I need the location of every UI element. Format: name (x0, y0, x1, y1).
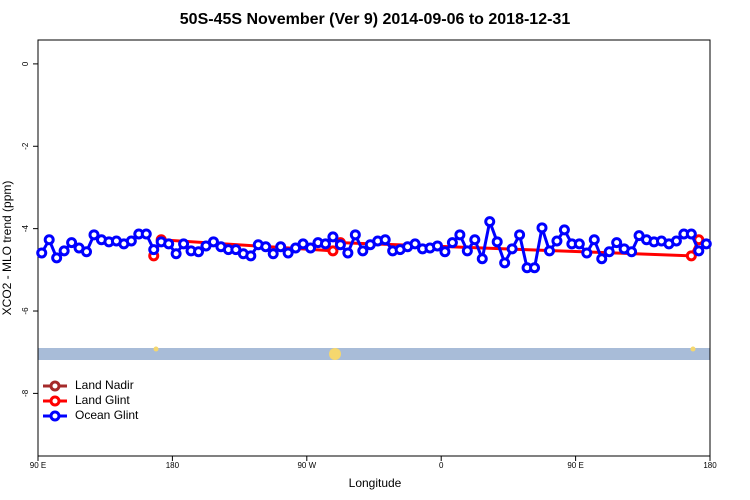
data-point (170, 248, 182, 260)
data-point (536, 222, 548, 234)
data-point (506, 243, 518, 255)
data-point (670, 235, 682, 247)
data-point (685, 250, 697, 262)
x-tick-label: 180 (703, 461, 717, 470)
data-point (349, 229, 361, 241)
data-point (596, 253, 608, 265)
data-point (125, 235, 137, 247)
legend-label: Ocean Glint (75, 408, 139, 422)
data-point (529, 262, 541, 274)
y-tick-label: 0 (21, 61, 30, 66)
data-point (409, 238, 421, 250)
data-point (260, 241, 272, 253)
x-tick-label: 0 (439, 461, 444, 470)
plot-frame (37, 39, 711, 457)
surface-spot (153, 346, 159, 352)
y-tick-label: -4 (21, 225, 30, 233)
data-point (379, 234, 391, 246)
y-tick-label: -8 (21, 389, 30, 397)
y-tick-label: -6 (21, 307, 30, 315)
data-point (469, 234, 481, 246)
data-point (514, 229, 526, 241)
data-point (439, 246, 451, 258)
data-point (491, 236, 503, 248)
data-point (58, 245, 70, 257)
data-point (140, 228, 152, 240)
data-point (327, 245, 339, 257)
data-point (88, 229, 100, 241)
data-point (36, 247, 48, 259)
data-point (446, 237, 458, 249)
data-point (611, 237, 623, 249)
data-point (581, 247, 593, 259)
data-point (551, 235, 563, 247)
data-point (148, 244, 160, 256)
data-point (342, 247, 354, 259)
data-point (319, 238, 331, 250)
data-point (51, 252, 63, 264)
data-point (476, 253, 488, 265)
data-point (543, 245, 555, 257)
data-point (499, 257, 511, 269)
data-point (558, 224, 570, 236)
data-point (305, 242, 317, 254)
x-axis-label: Longitude (349, 476, 402, 490)
data-point (685, 228, 697, 240)
surface-spot (329, 348, 341, 360)
data-point (461, 245, 473, 257)
data-point (282, 247, 294, 259)
data-point (43, 234, 55, 246)
data-point (207, 236, 219, 248)
data-point (573, 238, 585, 250)
y-tick-label: -2 (21, 142, 30, 150)
legend-marker (49, 395, 61, 407)
data-point (484, 216, 496, 228)
data-point (431, 240, 443, 252)
data-point (81, 246, 93, 258)
surface-strip (38, 348, 710, 360)
chart-title: 50S-45S November (Ver 9) 2014-09-06 to 2… (180, 11, 571, 28)
data-point (357, 245, 369, 257)
data-point (626, 246, 638, 258)
data-point (178, 238, 190, 250)
data-point (454, 229, 466, 241)
data-point (334, 239, 346, 251)
x-tick-label: 90 W (297, 461, 316, 470)
x-tick-label: 90 E (30, 461, 46, 470)
y-axis-label: XCO2 - MLO trend (ppm) (0, 181, 14, 316)
legend-marker (49, 410, 61, 422)
data-point (163, 238, 175, 250)
data-point (245, 250, 257, 262)
data-point (275, 241, 287, 253)
legend-label: Land Glint (75, 393, 130, 407)
data-point (66, 237, 78, 249)
data-point (603, 246, 615, 258)
data-point (267, 248, 279, 260)
data-point (700, 238, 712, 250)
legend-label: Land Nadir (75, 378, 134, 392)
data-point (693, 245, 705, 257)
x-tick-label: 180 (166, 461, 180, 470)
data-point (327, 231, 339, 243)
x-tick-label: 90 E (567, 461, 583, 470)
surface-spot (690, 346, 696, 352)
data-point (588, 234, 600, 246)
legend-marker (49, 380, 61, 392)
data-point (193, 246, 205, 258)
